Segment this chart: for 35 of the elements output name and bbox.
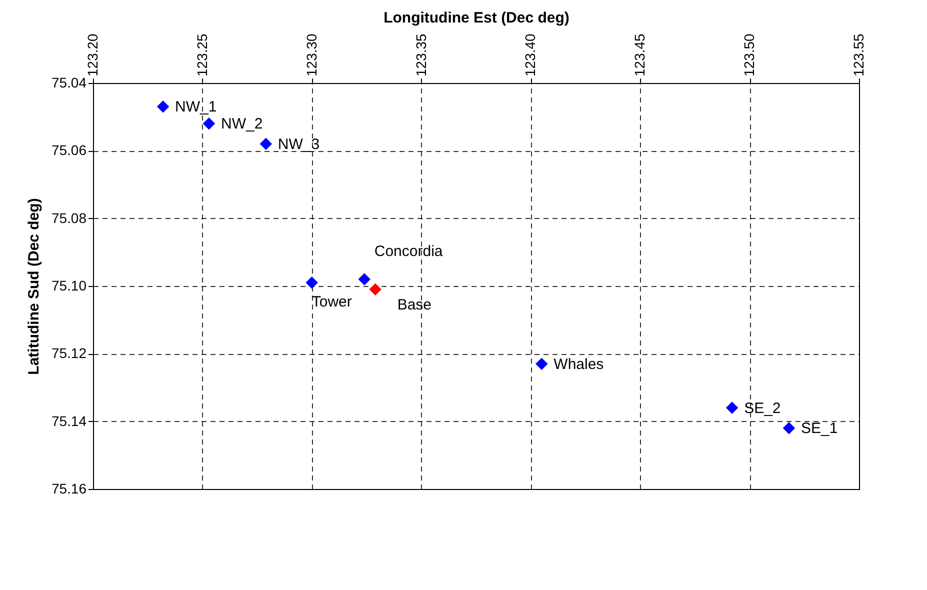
y-tick-label: 75.04: [51, 74, 87, 90]
annotation: SE_2: [744, 400, 781, 417]
x-tick-label: 123.20: [84, 33, 100, 76]
point: [202, 117, 216, 130]
x-tick-label: 123.50: [741, 33, 758, 76]
annotation: NW_3: [278, 136, 320, 153]
annotation: NW_2: [220, 116, 263, 133]
point: [369, 283, 382, 296]
y-tick-label: 75.16: [51, 480, 87, 496]
y-tick-label: 75.06: [51, 142, 87, 158]
annotation: Base: [397, 296, 432, 314]
y-tick-label: 75.08: [51, 210, 87, 226]
annotation: Concordia: [374, 243, 444, 260]
point: [156, 100, 170, 113]
x-tick-label: 123.45: [632, 33, 648, 76]
annotation: Tower: [312, 294, 352, 311]
x-tick-label: 123.55: [850, 33, 866, 76]
point: [782, 422, 796, 434]
x-tick-label: 123.35: [412, 33, 429, 76]
x-axis-title: Longitudine Est (Dec deg): [384, 10, 570, 27]
y-tick-label: 75.10: [51, 278, 87, 294]
point: [306, 276, 318, 289]
annotation: SE_1: [800, 420, 838, 438]
y-axis-title: Latitudine Sud (Dec deg): [25, 198, 42, 375]
x-tick-label: 123.40: [522, 33, 538, 76]
point: [726, 402, 738, 414]
annotation: Whales: [554, 356, 604, 373]
y-tick-label: 75.14: [51, 412, 87, 429]
x-tick-label: 123.25: [194, 33, 210, 76]
x-tick-label: 123.30: [303, 33, 320, 76]
point: [260, 138, 272, 150]
y-tick-label: 75.12: [51, 345, 87, 362]
point: [358, 273, 371, 286]
point: [536, 358, 548, 370]
annotation: NW_1: [175, 98, 217, 116]
